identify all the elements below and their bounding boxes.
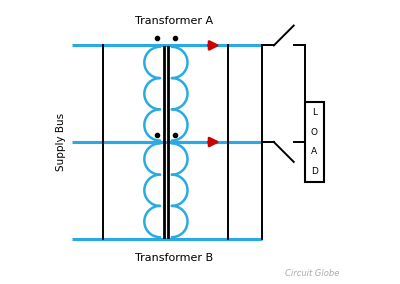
Text: A: A <box>311 147 317 156</box>
Text: Supply Bus: Supply Bus <box>56 113 66 171</box>
Text: D: D <box>311 167 318 176</box>
Text: L: L <box>312 108 317 117</box>
Text: Transformer B: Transformer B <box>135 253 214 263</box>
Text: O: O <box>311 128 318 137</box>
Text: Transformer A: Transformer A <box>135 16 214 26</box>
Bar <box>305 102 324 182</box>
Text: Circuit Globe: Circuit Globe <box>285 269 339 278</box>
